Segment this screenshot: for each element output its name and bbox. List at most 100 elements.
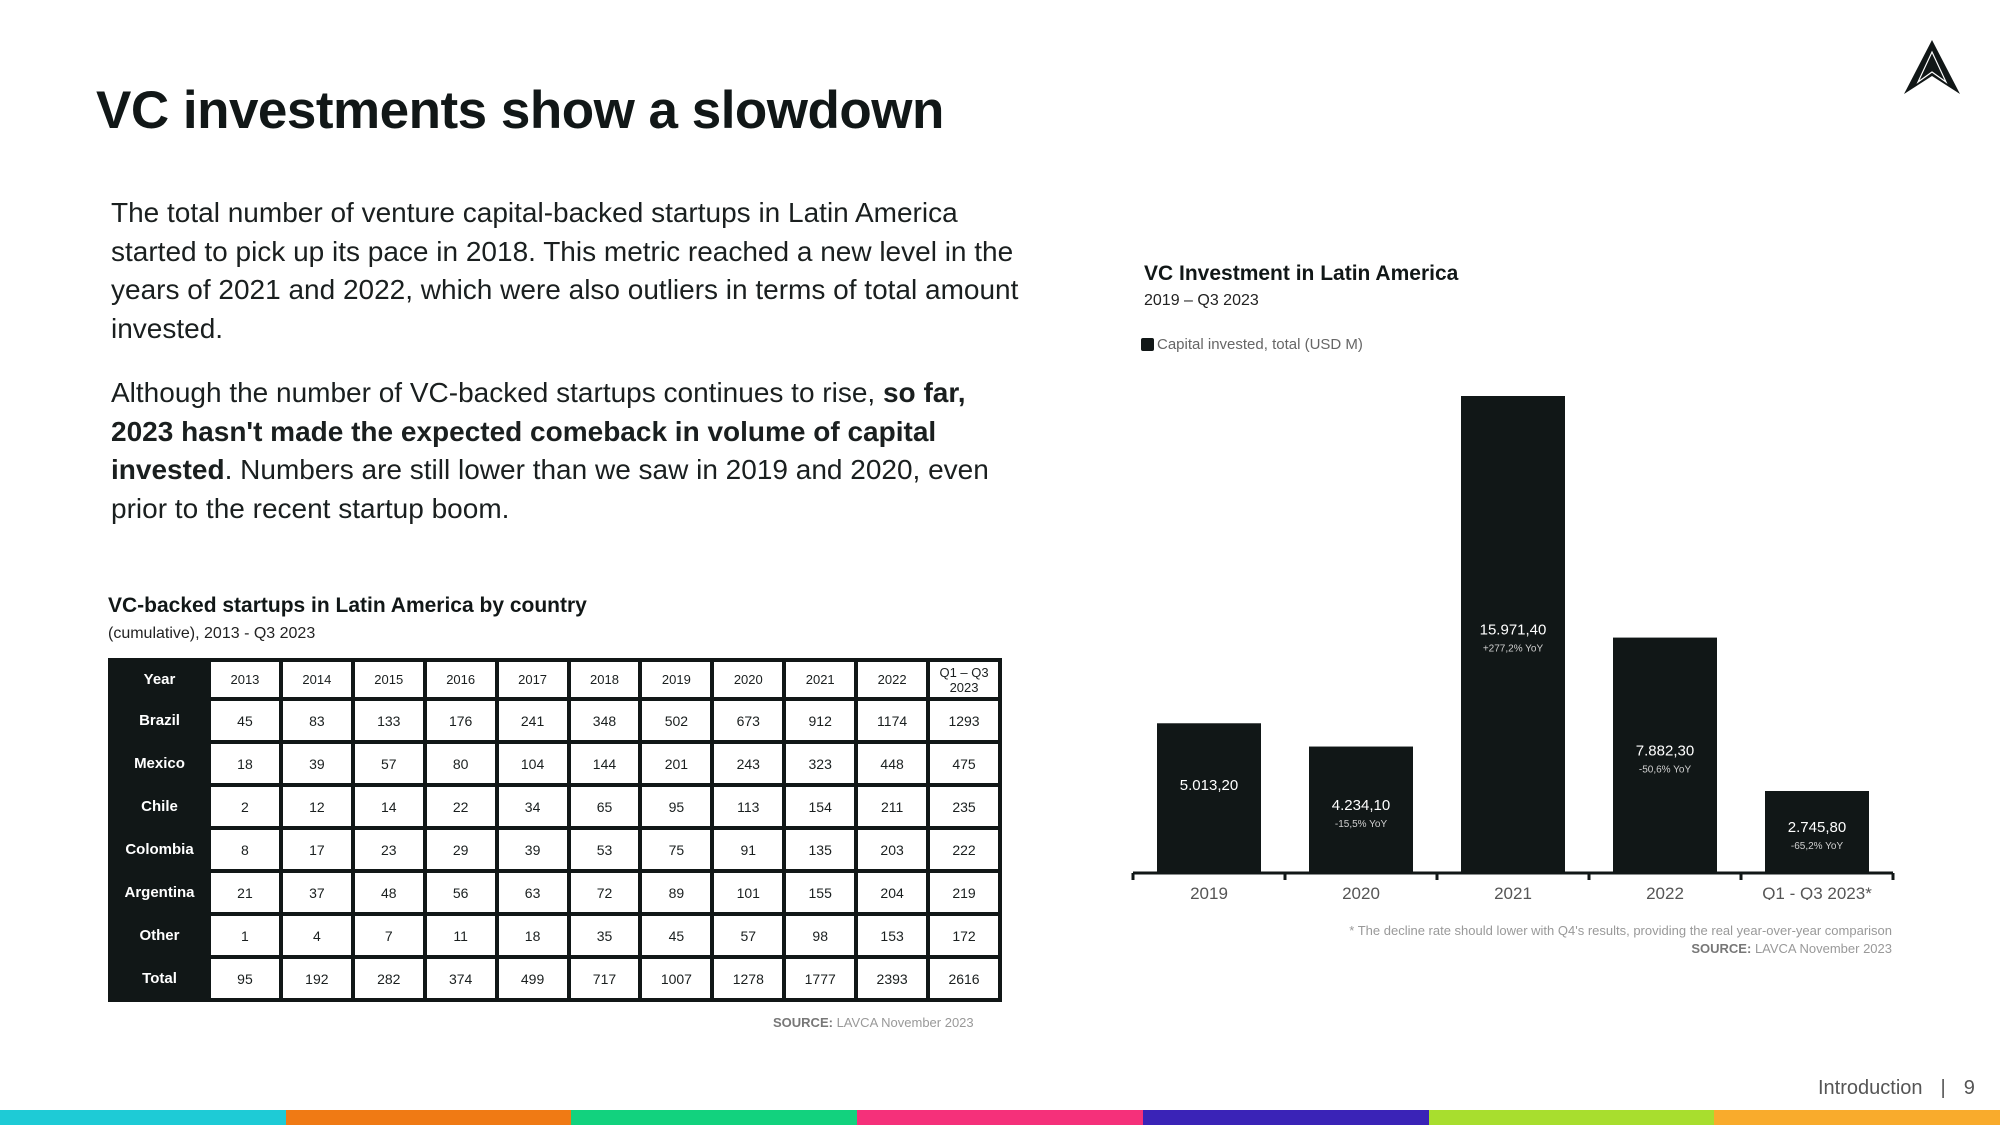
table-cell: 104 [494, 740, 571, 787]
table-cell: 241 [494, 697, 571, 744]
table-cell: 912 [782, 697, 859, 744]
table-row: Total 95 192 282 374 499 717 1007 1278 1777 2393 26… [108, 955, 1002, 1002]
year-column-header: 2019 [638, 658, 715, 701]
bar [1157, 723, 1261, 873]
x-tick-label: 2022 [1646, 884, 1684, 900]
legend-swatch [1141, 338, 1154, 351]
table-cell: 35 [566, 912, 643, 959]
color-stripe-segment [857, 1110, 1143, 1125]
table-cell: 348 [566, 697, 643, 744]
table-cell: 21 [207, 869, 283, 916]
table-cell: 499 [494, 955, 571, 1002]
table-cell: 211 [854, 783, 931, 830]
vc-investment-bar-chart: 5.013,20 2019 4.234,10 -15,5% YoY 2020 15.971… [1131, 396, 1895, 900]
table-cell: 48 [350, 869, 427, 916]
country-label: Other [108, 912, 211, 959]
table-cell: 8 [207, 826, 283, 873]
table-cell: 176 [422, 697, 499, 744]
bar-value-label: 7.882,30 [1636, 742, 1694, 759]
footer-section: Introduction [1818, 1077, 1923, 1099]
country-label: Mexico [108, 740, 211, 787]
table-cell: 23 [350, 826, 427, 873]
highlight-text: so far, 2023 hasn't made the expected co… [111, 377, 966, 485]
table-cell: 203 [854, 826, 931, 873]
bar-yoy-label: -15,5% YoY [1335, 819, 1388, 830]
country-label: Chile [108, 783, 211, 830]
table-subtitle: (cumulative), 2013 - Q3 2023 [108, 625, 316, 642]
intro-paragraph-2: Although the number of VC-backed startup… [111, 377, 989, 524]
bar [1461, 396, 1565, 873]
year-column-header: 2015 [350, 658, 427, 701]
table-cell: 201 [638, 740, 715, 787]
color-stripe-segment [1142, 1110, 1429, 1125]
table-cell: 39 [494, 826, 571, 873]
legend-label: Capital invested, total (USD M) [1157, 336, 1363, 353]
intro-paragraph-1: The total number of venture capital-back… [111, 197, 1019, 344]
table-cell: 135 [782, 826, 859, 873]
table-cell: 448 [854, 740, 931, 787]
table-cell: 155 [782, 869, 859, 916]
table-cell: 95 [207, 955, 283, 1002]
table-cell: 1293 [926, 697, 1002, 744]
table-cell: 717 [566, 955, 643, 1002]
startups-by-country-table: Year 2013 2014 2015 2016 2017 2018 2019 2020 202… [108, 658, 1002, 1002]
table-cell: 95 [638, 783, 715, 830]
table-cell: 1174 [854, 697, 931, 744]
table-cell: 1777 [782, 955, 859, 1002]
bar [1613, 637, 1717, 873]
table-cell: 323 [782, 740, 859, 787]
table-cell: 45 [207, 697, 283, 744]
bar-value-label: 4.234,10 [1332, 797, 1390, 814]
year-column-header: 2018 [566, 658, 643, 701]
table-cell: 282 [350, 955, 427, 1002]
table-cell: 12 [278, 783, 355, 830]
table-cell: 144 [566, 740, 643, 787]
table-cell: 63 [494, 869, 571, 916]
table-cell: 153 [854, 912, 931, 959]
table-cell: 2393 [854, 955, 931, 1002]
table-cell: 7 [350, 912, 427, 959]
color-stripe-segment [0, 1110, 286, 1125]
table-row: Brazil 45 83 133 176 241 348 502 673 912 1174 1293 [108, 697, 1002, 744]
table-title: VC-backed startups in Latin America by c… [108, 594, 587, 617]
table-cell: 192 [278, 955, 355, 1002]
table-row: Chile 2 12 14 22 34 65 95 113 154 211 235 [108, 783, 1002, 830]
color-stripe-segment [571, 1110, 858, 1125]
table-cell: 75 [638, 826, 715, 873]
color-stripe-bar [0, 1110, 2000, 1125]
x-tick-label: 2019 [1190, 884, 1228, 900]
country-label: Colombia [108, 826, 211, 873]
year-column-header: 2017 [494, 658, 571, 701]
table-cell: 1278 [710, 955, 787, 1002]
country-label: Total [108, 955, 211, 1002]
slide-title: VC investments show a slowdown [96, 81, 944, 140]
table-cell: 45 [638, 912, 715, 959]
table-cell: 18 [207, 740, 283, 787]
table-cell: 222 [926, 826, 1002, 873]
table-cell: 98 [782, 912, 859, 959]
chart-legend: Capital invested, total (USD M) [1141, 336, 1363, 353]
bar-yoy-label: +277,2% YoY [1483, 644, 1544, 655]
country-label: Brazil [108, 697, 211, 744]
table-cell: 65 [566, 783, 643, 830]
chart-subtitle: 2019 – Q3 2023 [1144, 292, 1259, 309]
table-cell: 14 [350, 783, 427, 830]
table-source: SOURCE: LAVCA November 2023 [773, 1015, 974, 1030]
table-cell: 673 [710, 697, 787, 744]
year-header: Year [108, 658, 211, 701]
year-column-header: 2022 [854, 658, 931, 701]
x-tick-label: Q1 - Q3 2023* [1762, 884, 1872, 900]
table-cell: 57 [710, 912, 787, 959]
brand-logo-icon [1904, 40, 1960, 94]
page-number: 9 [1963, 1077, 1975, 1099]
table-cell: 1 [207, 912, 283, 959]
x-tick-label: 2021 [1494, 884, 1532, 900]
table-cell: 56 [422, 869, 499, 916]
table-row: Argentina 21 37 48 56 63 72 89 101 155 204 219 [108, 869, 1002, 916]
table-cell: 2 [207, 783, 283, 830]
bar [1309, 746, 1413, 873]
table-cell: 133 [350, 697, 427, 744]
bar-value-label: 15.971,40 [1480, 622, 1547, 639]
table-cell: 154 [782, 783, 859, 830]
table-header-row: Year 2013 2014 2015 2016 2017 2018 2019 2020 202… [108, 658, 1002, 701]
